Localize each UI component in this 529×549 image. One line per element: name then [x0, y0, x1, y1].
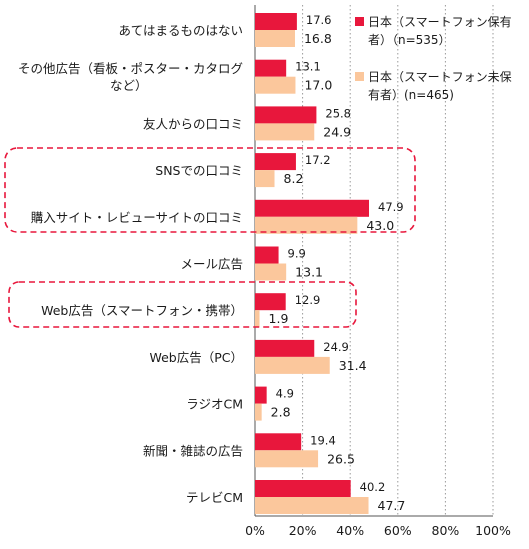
x-tick-label: 20%: [289, 523, 317, 538]
bar-series1: [255, 59, 287, 77]
data-label-series2: 26.5: [327, 451, 355, 466]
data-label-series2: 2.8: [271, 405, 291, 420]
data-label-series1: 4.9: [276, 387, 294, 401]
category-label: 新聞・雑誌の広告: [143, 443, 243, 458]
data-label-series1: 17.2: [305, 153, 331, 167]
category-label: メール広告: [180, 257, 243, 272]
bar-series1: [255, 153, 296, 171]
data-label-series2: 43.0: [366, 218, 394, 233]
bar-series1: [255, 433, 302, 451]
data-label-series1: 24.9: [323, 340, 349, 354]
bar-series2: [255, 123, 315, 141]
bar-series2: [255, 30, 295, 47]
data-label-series2: 13.1: [295, 265, 323, 280]
category-label: その他広告（看板・ポスター・カタログ: [18, 61, 243, 76]
bar-series2: [255, 263, 287, 281]
bar-series1: [255, 293, 286, 311]
bar-series1: [255, 13, 297, 30]
bar-series1: [255, 480, 351, 497]
data-label-series1: 9.9: [288, 247, 306, 261]
bar-series1: [255, 106, 317, 124]
data-label-series2: 17.0: [304, 78, 332, 93]
bar-series2: [255, 76, 296, 94]
data-label-series1: 12.9: [295, 293, 321, 307]
category-label: テレビCM: [186, 490, 243, 505]
category-label: ラジオCM: [186, 397, 243, 412]
data-label-series2: 8.2: [284, 171, 304, 186]
bar-series2: [255, 403, 262, 421]
category-label: Web広告（スマートフォン・携帯）: [41, 303, 243, 318]
bar-series2: [255, 310, 260, 328]
data-label-series1: 47.9: [378, 200, 404, 214]
legend-label-series2: 日本（スマートフォン未保: [368, 70, 512, 84]
bar-series2: [255, 450, 319, 468]
bar-series1: [255, 199, 370, 217]
data-label-series1: 17.6: [306, 13, 332, 27]
bar-series1: [255, 386, 267, 404]
category-label: SNSでの口コミ: [155, 163, 243, 178]
legend-label-series2: 有者）(n=465): [368, 88, 454, 102]
bar-series2: [255, 497, 369, 514]
x-tick-label: 100%: [475, 523, 511, 538]
data-label-series1: 13.1: [295, 60, 321, 74]
data-label-series2: 47.7: [378, 498, 406, 513]
x-tick-label: 80%: [432, 523, 460, 538]
legend-swatch-series2: [355, 72, 364, 81]
x-tick-label: 60%: [384, 523, 412, 538]
highlight-box-sns: [4, 147, 416, 233]
category-label: など）: [110, 78, 148, 93]
data-label-series1: 40.2: [360, 480, 386, 494]
category-label: Web広告（PC）: [149, 350, 243, 365]
data-label-series2: 24.9: [323, 124, 351, 139]
x-tick-label: 0%: [245, 523, 265, 538]
data-label-series2: 31.4: [339, 358, 367, 373]
bar-series1: [255, 246, 279, 264]
category-label: あてはまるものはない: [118, 23, 243, 38]
highlight-box-web-smartphone: [8, 281, 357, 328]
data-label-series2: 16.8: [304, 31, 332, 46]
category-label: 購入サイト・レビューサイトの口コミ: [31, 210, 243, 225]
legend-label-series1: 者）（n=535）: [368, 33, 451, 47]
bar-series2: [255, 170, 275, 188]
bar-series2: [255, 216, 358, 234]
x-tick-label: 40%: [336, 523, 364, 538]
data-label-series1: 25.8: [325, 106, 351, 120]
bar-series2: [255, 356, 330, 374]
data-label-series1: 19.4: [310, 433, 336, 447]
data-label-series2: 1.9: [269, 311, 289, 326]
legend-swatch-series1: [355, 17, 364, 26]
bar-series1: [255, 339, 315, 357]
category-label: 友人からの口コミ: [143, 116, 243, 131]
legend-label-series1: 日本（スマートフォン保有: [368, 15, 512, 29]
